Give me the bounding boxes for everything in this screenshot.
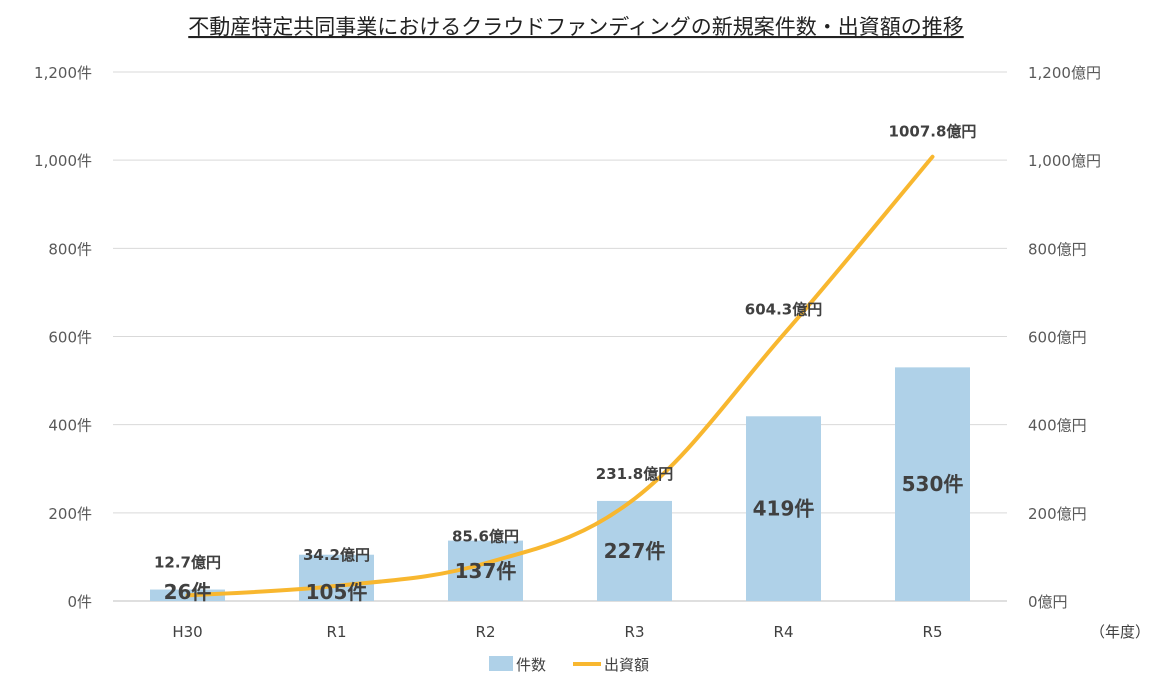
- bar-data-label: 137件: [455, 559, 517, 583]
- line-data-label: 231.8億円: [596, 465, 673, 483]
- gridlines: [113, 71, 1007, 602]
- right-tick-label: 200億円: [1028, 505, 1087, 523]
- right-tick-label: 1,200億円: [1028, 64, 1101, 82]
- left-tick-label: 800件: [48, 240, 92, 258]
- legend-swatch-bar: [489, 656, 513, 671]
- bar-data-label: 227件: [604, 539, 666, 563]
- line-data-labels: 12.7億円 34.2億円 85.6億円 231.8億円 604.3億円 1007.8億円: [154, 123, 976, 572]
- right-tick-label: 600億円: [1028, 329, 1087, 347]
- bar-data-label: 419件: [753, 497, 815, 521]
- bar-data-label: 530件: [902, 472, 964, 496]
- line-data-label: 604.3億円: [745, 301, 822, 319]
- right-tick-label: 400億円: [1028, 417, 1087, 435]
- right-tick-label: 0億円: [1028, 593, 1068, 611]
- x-unit-note: （年度）: [1090, 623, 1150, 641]
- line-path: [185, 154, 935, 598]
- x-tick-label: R1: [327, 623, 347, 641]
- bar-data-label: 105件: [306, 580, 368, 604]
- legend-label-line: 出資額: [604, 656, 649, 674]
- x-axis: H30 R1 R2 R3 R4 R5: [172, 623, 942, 641]
- legend: 件数 出資額: [489, 656, 649, 674]
- right-tick-label: 800億円: [1028, 240, 1087, 258]
- x-tick-label: H30: [172, 623, 202, 641]
- bar: [895, 367, 970, 601]
- left-tick-label: 600件: [48, 329, 92, 347]
- x-tick-label: R4: [774, 623, 794, 641]
- bar-data-labels: 26件 105件 137件 227件 419件 530件: [164, 472, 964, 604]
- line-data-label: 1007.8億円: [889, 123, 977, 141]
- bar-series: [150, 367, 970, 601]
- right-y-axis: 0億円 200億円 400億円 600億円 800億円 1,000億円 1,200億円: [1028, 64, 1101, 611]
- line-series: [185, 154, 935, 598]
- x-tick-label: R3: [625, 623, 645, 641]
- line-data-label: 85.6億円: [452, 527, 519, 545]
- legend-label-bar: 件数: [516, 656, 546, 674]
- left-tick-label: 0件: [67, 593, 92, 611]
- left-y-axis: 0件 200件 400件 600件 800件 1,000件 1,200件: [34, 64, 92, 611]
- line-data-label: 12.7億円: [154, 553, 221, 571]
- line-data-label: 34.2億円: [303, 546, 370, 564]
- bar-data-label: 26件: [164, 580, 212, 604]
- left-tick-label: 1,200件: [34, 64, 92, 82]
- left-tick-label: 400件: [48, 417, 92, 435]
- left-tick-label: 1,000件: [34, 152, 92, 170]
- x-tick-label: R2: [476, 623, 496, 641]
- x-tick-label: R5: [923, 623, 943, 641]
- left-tick-label: 200件: [48, 505, 92, 523]
- right-tick-label: 1,000億円: [1028, 152, 1101, 170]
- chart-title: 不動産特定共同事業におけるクラウドファンディングの新規案件数・出資額の推移: [188, 15, 964, 39]
- bar: [299, 554, 374, 601]
- bar: [746, 416, 821, 601]
